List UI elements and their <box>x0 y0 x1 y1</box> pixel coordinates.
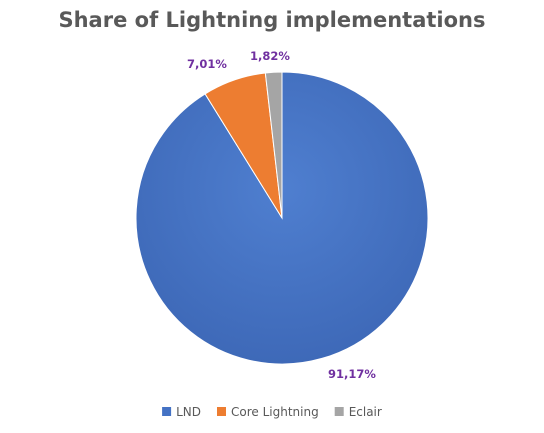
legend-label-lnd: LND <box>176 405 201 419</box>
data-label-core-lightning: 7,01% <box>187 57 227 71</box>
data-label-eclair: 1,82% <box>250 49 290 63</box>
pie-slices <box>135 71 429 365</box>
pie-data-labels: 91,17% 7,01% 1,82% <box>187 49 376 381</box>
legend-swatch-core-lightning <box>217 407 226 416</box>
pie-slice-eclair <box>264 71 283 219</box>
chart-title: Share of Lightning implementations <box>58 8 485 32</box>
legend-swatch-eclair <box>334 407 344 416</box>
legend-label-core-lightning: Core Lightning <box>231 405 319 419</box>
chart-legend: LND Core Lightning Eclair <box>162 405 382 419</box>
legend-label-eclair: Eclair <box>349 405 382 419</box>
legend-swatch-lnd <box>162 407 172 416</box>
data-label-lnd: 91,17% <box>328 367 376 381</box>
